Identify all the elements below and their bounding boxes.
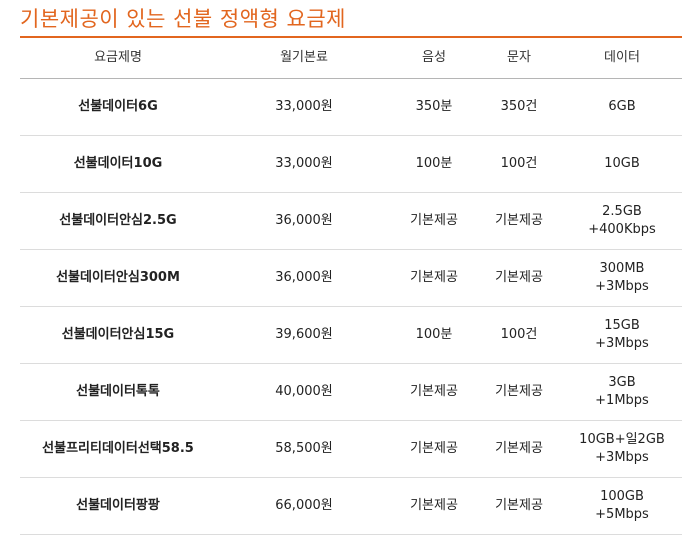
data-cell: 10GB bbox=[562, 135, 682, 193]
data-cell: 100GB +5Mbps bbox=[562, 477, 682, 535]
voice-cell: 기본제공 bbox=[392, 420, 476, 478]
page-title: 기본제공이 있는 선불 정액형 요금제 bbox=[20, 7, 346, 31]
voice-cell: 기본제공 bbox=[392, 477, 476, 535]
table-row: 선불데이터안심15G 39,600원 100분 100건 15GB +3Mbps bbox=[20, 306, 682, 364]
data-line: 6GB bbox=[608, 99, 636, 114]
data-line: 2.5GB bbox=[602, 204, 642, 219]
monthly-fee-cell: 66,000원 bbox=[216, 477, 392, 535]
table-row: 선불데이터안심2.5G 36,000원 기본제공 기본제공 2.5GB +400Kbps bbox=[20, 192, 682, 250]
plan-name-cell: 선불데이터안심2.5G bbox=[20, 192, 216, 250]
data-line: +3Mbps bbox=[595, 450, 649, 465]
sms-cell: 100건 bbox=[476, 135, 562, 193]
table-header-row: 요금제명 월기본료 음성 문자 데이터 bbox=[20, 38, 682, 79]
table-row: 선불프리티데이터선택58.5 58,500원 기본제공 기본제공 10GB+일2GB +3… bbox=[20, 420, 682, 478]
monthly-fee-cell: 36,000원 bbox=[216, 249, 392, 307]
sms-cell: 기본제공 bbox=[476, 420, 562, 478]
data-line: +1Mbps bbox=[595, 393, 649, 408]
table-row: 선불데이터10G 33,000원 100분 100건 10GB bbox=[20, 135, 682, 193]
sms-cell: 기본제공 bbox=[476, 363, 562, 421]
plan-name-cell: 선불데이터팡팡 bbox=[20, 477, 216, 535]
data-cell: 10GB+일2GB +3Mbps bbox=[562, 420, 682, 478]
data-line: +400Kbps bbox=[588, 222, 656, 237]
sms-cell: 100건 bbox=[476, 306, 562, 364]
sms-cell: 기본제공 bbox=[476, 192, 562, 250]
header-monthly-fee: 월기본료 bbox=[216, 38, 392, 79]
data-cell: 2.5GB +400Kbps bbox=[562, 192, 682, 250]
data-line: 300MB bbox=[599, 261, 645, 276]
data-line: +5Mbps bbox=[595, 507, 649, 522]
voice-cell: 기본제공 bbox=[392, 249, 476, 307]
data-line: 15GB bbox=[604, 318, 640, 333]
plan-name-cell: 선불데이터안심15G bbox=[20, 306, 216, 364]
table-row: 선불데이터팡팡 66,000원 기본제공 기본제공 100GB +5Mbps bbox=[20, 477, 682, 535]
plan-name-cell: 선불프리티데이터선택58.5 bbox=[20, 420, 216, 478]
plan-name-cell: 선불데이터톡톡 bbox=[20, 363, 216, 421]
plan-name-cell: 선불데이터6G bbox=[20, 78, 216, 136]
sms-cell: 350건 bbox=[476, 78, 562, 136]
header-data: 데이터 bbox=[562, 38, 682, 79]
data-cell: 6GB bbox=[562, 78, 682, 136]
plan-table: 요금제명 월기본료 음성 문자 데이터 선불데이터6G 33,000원 350분 35… bbox=[20, 38, 682, 535]
data-line: 10GB+일2GB bbox=[579, 432, 665, 447]
voice-cell: 100분 bbox=[392, 306, 476, 364]
header-voice: 음성 bbox=[392, 38, 476, 79]
data-line: +3Mbps bbox=[595, 279, 649, 294]
data-cell: 300MB +3Mbps bbox=[562, 249, 682, 307]
monthly-fee-cell: 33,000원 bbox=[216, 135, 392, 193]
voice-cell: 기본제공 bbox=[392, 363, 476, 421]
data-line: 3GB bbox=[608, 375, 636, 390]
table-row: 선불데이터안심300M 36,000원 기본제공 기본제공 300MB +3Mbps bbox=[20, 249, 682, 307]
title-divider bbox=[20, 36, 682, 38]
monthly-fee-cell: 36,000원 bbox=[216, 192, 392, 250]
monthly-fee-cell: 40,000원 bbox=[216, 363, 392, 421]
plan-name-cell: 선불데이터10G bbox=[20, 135, 216, 193]
data-cell: 15GB +3Mbps bbox=[562, 306, 682, 364]
sms-cell: 기본제공 bbox=[476, 477, 562, 535]
sms-cell: 기본제공 bbox=[476, 249, 562, 307]
data-line: 10GB bbox=[604, 156, 640, 171]
plan-name-cell: 선불데이터안심300M bbox=[20, 249, 216, 307]
monthly-fee-cell: 39,600원 bbox=[216, 306, 392, 364]
table-row: 선불데이터톡톡 40,000원 기본제공 기본제공 3GB +1Mbps bbox=[20, 363, 682, 421]
data-line: 100GB bbox=[600, 489, 644, 504]
plan-rows: 선불데이터6G 33,000원 350분 350건 6GB 선불데이터10G 33,000원… bbox=[20, 78, 682, 535]
monthly-fee-cell: 58,500원 bbox=[216, 420, 392, 478]
voice-cell: 350분 bbox=[392, 78, 476, 136]
header-sms: 문자 bbox=[476, 38, 562, 79]
table-row: 선불데이터6G 33,000원 350분 350건 6GB bbox=[20, 78, 682, 136]
data-line: +3Mbps bbox=[595, 336, 649, 351]
header-plan-name: 요금제명 bbox=[20, 38, 216, 79]
data-cell: 3GB +1Mbps bbox=[562, 363, 682, 421]
voice-cell: 100분 bbox=[392, 135, 476, 193]
monthly-fee-cell: 33,000원 bbox=[216, 78, 392, 136]
voice-cell: 기본제공 bbox=[392, 192, 476, 250]
